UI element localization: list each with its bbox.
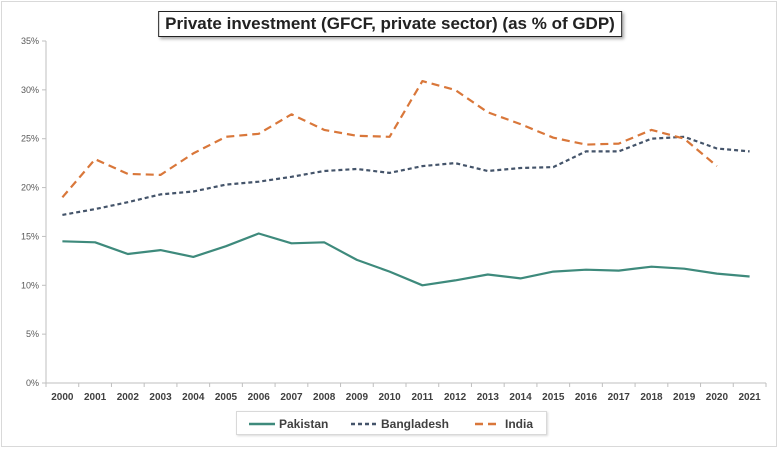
x-tick-label: 2009 xyxy=(346,392,369,403)
y-tick-label: 35% xyxy=(21,36,39,46)
legend-item-bangladesh: Bangladesh xyxy=(351,416,449,432)
legend-swatch-pakistan xyxy=(249,422,275,426)
x-tick-label: 2006 xyxy=(248,392,271,403)
y-tick-label: 25% xyxy=(21,134,39,144)
x-tick-label: 2004 xyxy=(182,392,205,403)
series-line-pakistan xyxy=(62,232,750,287)
y-tick-label: 15% xyxy=(21,231,39,241)
x-tick-label: 2013 xyxy=(477,392,500,403)
legend-item-india: India xyxy=(475,416,533,432)
x-tick-label: 2000 xyxy=(51,392,74,403)
x-tick-label: 2016 xyxy=(575,392,598,403)
x-tick-label: 2015 xyxy=(542,392,565,403)
legend-swatch-india xyxy=(475,422,501,426)
chart-title: Private investment (GFCF, private sector… xyxy=(158,11,622,37)
x-tick-label: 2014 xyxy=(509,392,532,403)
y-tick-label: 0% xyxy=(26,378,39,388)
x-tick-label: 2008 xyxy=(313,392,336,403)
legend-label-pakistan: Pakistan xyxy=(279,417,329,431)
x-tick-label: 2002 xyxy=(117,392,140,403)
x-tick-label: 2021 xyxy=(739,392,762,403)
x-tick-label: 2010 xyxy=(379,392,402,403)
x-tick-label: 2019 xyxy=(673,392,696,403)
y-tick-label: 10% xyxy=(21,280,39,290)
series-line-bangladesh xyxy=(62,135,750,216)
series-line-india xyxy=(61,79,718,199)
y-tick-label: 30% xyxy=(21,85,39,95)
legend-swatch-bangladesh xyxy=(351,422,377,426)
x-tick-label: 2007 xyxy=(280,392,303,403)
x-tick-label: 2020 xyxy=(706,392,729,403)
x-tick-label: 2005 xyxy=(215,392,238,403)
legend: Pakistan Bangladesh India xyxy=(236,411,547,435)
y-tick-label: 20% xyxy=(21,183,39,193)
legend-item-pakistan: Pakistan xyxy=(249,416,328,432)
x-tick-label: 2012 xyxy=(444,392,467,403)
y-tick-label: 5% xyxy=(26,329,39,339)
x-tick-label: 2017 xyxy=(608,392,631,403)
x-tick-label: 2011 xyxy=(412,392,434,403)
legend-label-bangladesh: Bangladesh xyxy=(381,417,450,431)
x-tick-label: 2003 xyxy=(149,392,172,403)
x-tick-label: 2018 xyxy=(640,392,663,403)
x-tick-label: 2001 xyxy=(84,392,107,403)
legend-label-india: India xyxy=(505,417,534,431)
